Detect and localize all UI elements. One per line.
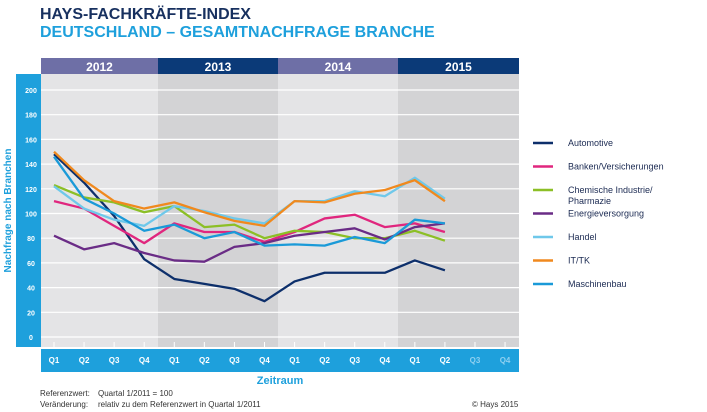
y-tick-label: 80 xyxy=(27,236,35,243)
year-band-bg xyxy=(158,74,278,347)
series-line-energieversorgung xyxy=(53,222,446,263)
ref-value: Quartal 1/2011 = 100 xyxy=(98,389,173,398)
y-tick-label: 120 xyxy=(25,187,37,194)
x-tick-label: Q2 xyxy=(79,356,90,365)
y-tick-label: 20 xyxy=(27,310,35,317)
x-tick-label: Q3 xyxy=(229,356,240,365)
y-tick-label: 160 xyxy=(25,137,37,144)
y-tick-label: 180 xyxy=(25,113,37,120)
year-label: 2012 xyxy=(86,60,113,74)
legend-label-chemische-industrie-pharmazie: Chemische Industrie/Pharmazie xyxy=(568,185,653,206)
legend-label-handel: Handel xyxy=(568,232,597,242)
x-tick-label: Q4 xyxy=(139,356,150,365)
x-tick-label: Q2 xyxy=(440,356,451,365)
x-tick-label: Q4 xyxy=(500,356,511,365)
x-tick-label: Q1 xyxy=(49,356,60,365)
series-line-maschinenbau xyxy=(53,156,446,247)
series-line-automotive xyxy=(53,153,446,303)
x-tick-label: Q1 xyxy=(410,356,421,365)
ref-label: Referenzwert: xyxy=(40,389,90,398)
x-tick-label: Q2 xyxy=(199,356,210,365)
y-tick-label: 140 xyxy=(25,162,37,169)
y-tick-label: 60 xyxy=(27,261,35,268)
x-tick-label: Q2 xyxy=(319,356,330,365)
y-tick-label: 40 xyxy=(27,286,35,293)
copyright: © Hays 2015 xyxy=(472,400,519,409)
legend-label-maschinenbau: Maschinenbau xyxy=(568,279,627,289)
year-header xyxy=(398,58,519,74)
x-tick-label: Q4 xyxy=(259,356,270,365)
x-tick-label: Q4 xyxy=(379,356,390,365)
x-tick-label: Q1 xyxy=(169,356,180,365)
chart-subtitle: DEUTSCHLAND – GESAMTNACHFRAGE BRANCHE xyxy=(40,24,435,41)
year-header xyxy=(158,58,278,74)
change-label: Veränderung: xyxy=(40,400,89,409)
year-header xyxy=(41,58,158,74)
year-label: 2013 xyxy=(205,60,232,74)
series-line-banken-versicherungen xyxy=(53,200,446,245)
chart-title: HAYS-FACHKRÄFTE-INDEX xyxy=(40,6,251,23)
y-axis-label-bg xyxy=(0,74,16,347)
year-band-bg xyxy=(278,74,398,347)
legend-label-it-tk: IT/TK xyxy=(568,256,590,266)
y-tick-label: 100 xyxy=(25,212,37,219)
y-axis-bar xyxy=(16,74,41,347)
y-axis-title: Nachfrage nach Branchen xyxy=(3,149,14,273)
change-value: relativ zu dem Referenzwert in Quartal 1… xyxy=(98,400,261,409)
year-label: 2015 xyxy=(445,60,472,74)
x-tick-label: Q3 xyxy=(349,356,360,365)
series-line-it-tk xyxy=(53,150,446,228)
x-axis-bar xyxy=(41,349,519,372)
series-line-handel xyxy=(53,176,446,228)
legend-label-energieversorgung: Energieversorgung xyxy=(568,209,644,219)
y-tick-label: 200 xyxy=(25,88,37,95)
legend-label-banken-versicherungen: Banken/Versicherungen xyxy=(568,162,664,172)
legend-label-automotive: Automotive xyxy=(568,138,613,148)
x-tick-label: Q3 xyxy=(470,356,481,365)
x-axis-title: Zeitraum xyxy=(257,375,304,387)
year-label: 2014 xyxy=(325,60,352,74)
y-tick-label: 0 xyxy=(29,335,33,342)
x-tick-label: Q3 xyxy=(109,356,120,365)
year-band-bg xyxy=(398,74,519,347)
year-header xyxy=(278,58,398,74)
x-tick-label: Q1 xyxy=(289,356,300,365)
